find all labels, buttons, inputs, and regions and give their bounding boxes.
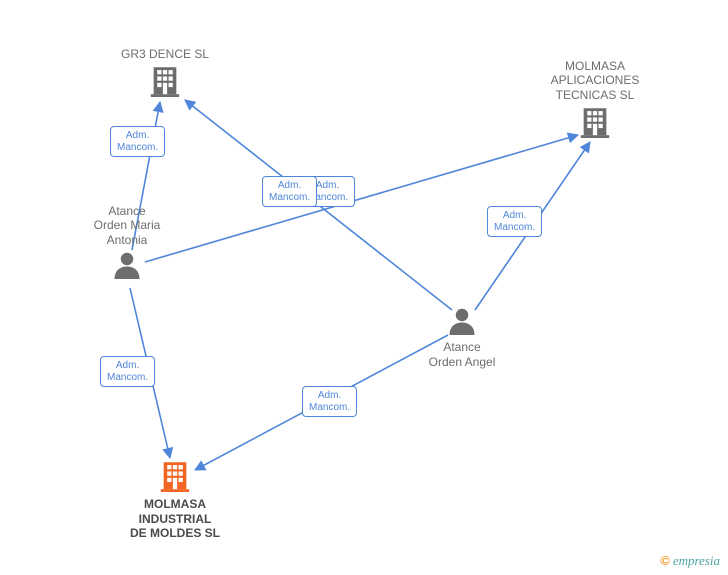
edge-tag-e4: Adm. Mancom. xyxy=(262,176,317,207)
edge-tag-e6: Adm. Mancom. xyxy=(302,386,357,417)
node-molmasa_ind[interactable]: MOLMASAINDUSTRIALDE MOLDES SL xyxy=(120,458,230,541)
diagram-canvas: Adm. Mancom. Adm. Mancom. Adm. Mancom. Adm.… xyxy=(0,0,728,575)
node-maria[interactable]: AtanceOrden MariaAntonia xyxy=(82,204,172,283)
building-icon xyxy=(158,458,192,492)
building-icon xyxy=(578,104,612,138)
node-label: MOLMASAINDUSTRIALDE MOLDES SL xyxy=(120,497,230,540)
copyright-symbol: © xyxy=(660,553,670,568)
node-label: AtanceOrden MariaAntonia xyxy=(82,204,172,247)
node-gr3[interactable]: GR3 DENCE SL xyxy=(115,47,215,101)
person-icon xyxy=(112,249,142,279)
watermark: ©empresia xyxy=(660,553,720,569)
node-label: MOLMASAAPLICACIONESTECNICAS SL xyxy=(540,59,650,102)
node-angel[interactable]: AtanceOrden Angel xyxy=(417,305,507,369)
node-label: GR3 DENCE SL xyxy=(115,47,215,61)
node-molmasa_at[interactable]: MOLMASAAPLICACIONESTECNICAS SL xyxy=(540,59,650,142)
brand-name: empresia xyxy=(673,553,720,568)
node-label: AtanceOrden Angel xyxy=(417,340,507,369)
edge-tag-e5: Adm. Mancom. xyxy=(487,206,542,237)
person-icon xyxy=(447,305,477,335)
edge-e2 xyxy=(145,135,578,262)
edge-tag-e1: Adm. Mancom. xyxy=(110,126,165,157)
building-icon xyxy=(148,63,182,97)
edge-tag-e3: Adm. Mancom. xyxy=(100,356,155,387)
